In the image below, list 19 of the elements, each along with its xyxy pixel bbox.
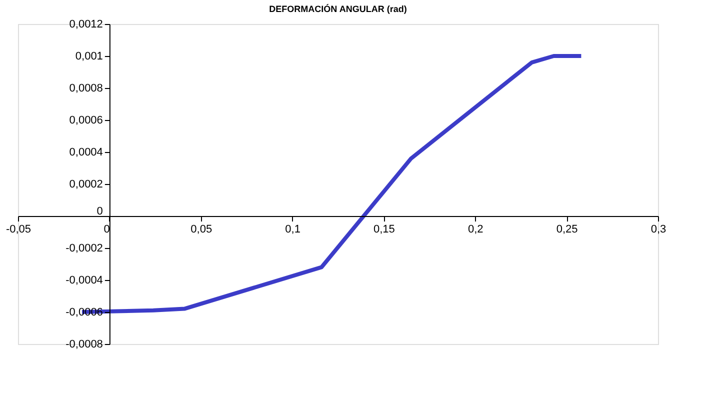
- x-tick-label: 0,25: [556, 224, 578, 236]
- x-tick-label: -0,05: [6, 224, 32, 236]
- y-tick-label: 0,0004: [69, 146, 103, 158]
- y-tick-label: -0,0004: [66, 274, 103, 286]
- y-tick-label: 0,0006: [69, 114, 103, 126]
- x-tick-label: 0,3: [650, 224, 666, 236]
- y-tick-label: -0,0008: [66, 338, 103, 350]
- x-tick-label: 0,2: [468, 224, 484, 236]
- y-tick-label: 0,001: [75, 50, 103, 62]
- x-tick-label: 0,05: [190, 224, 212, 236]
- y-tick-label: 0,0008: [69, 82, 103, 94]
- y-tick-label: 0,0002: [69, 178, 103, 190]
- y-tick-label: -0,0002: [66, 242, 103, 254]
- chart-title: DEFORMACIÓN ANGULAR (rad): [269, 4, 407, 14]
- y-tick-label: -0,0006: [66, 306, 103, 318]
- y-tick-label: 0: [96, 206, 103, 218]
- x-tick-label: 0,15: [374, 224, 395, 236]
- x-tick-label: 0,1: [285, 224, 300, 236]
- y-tick-label: 0,0012: [69, 18, 103, 30]
